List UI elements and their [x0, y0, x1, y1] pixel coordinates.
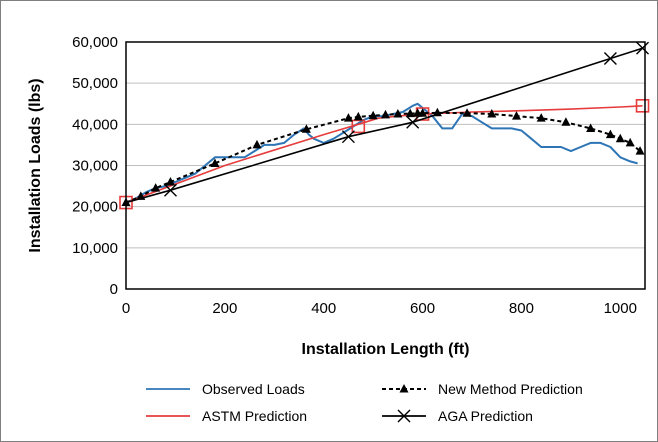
data-point-triangle — [381, 109, 390, 119]
data-point-triangle — [586, 123, 596, 132]
plot-area-border — [125, 41, 646, 290]
data-point-triangle — [635, 146, 645, 155]
legend-marker — [397, 409, 411, 423]
data-point-triangle — [301, 124, 311, 133]
data-point-triangle — [405, 108, 415, 118]
data-point-triangle — [487, 109, 497, 118]
series-3 — [125, 41, 650, 204]
y-tick-label: 20,000 — [72, 199, 118, 216]
series-line — [125, 111, 641, 204]
y-tick-label: 0 — [110, 281, 118, 298]
legend-entry: Observed Loads — [146, 381, 305, 397]
legend-entry: New Method Prediction — [382, 381, 583, 397]
data-point-triangle — [418, 108, 428, 117]
data-point-x — [636, 41, 650, 55]
y-axis-label: Installation Loads (lbs) — [27, 78, 44, 252]
x-tick-labels: 0 200 400 600 800 1000 — [122, 300, 637, 317]
series-line — [125, 47, 643, 204]
legend: Observed Loads New Method Prediction ASTM … — [146, 381, 583, 424]
data-point-triangle — [561, 117, 571, 126]
data-point-triangle — [165, 176, 175, 186]
y-tick-label: 60,000 — [72, 34, 118, 51]
data-point-x — [341, 130, 355, 144]
y-tick-labels: 0 10,000 20,000 30,000 40,000 50,000 60,000 — [72, 34, 118, 298]
x-tick-label: 200 — [212, 300, 237, 317]
data-point-triangle — [432, 107, 442, 117]
legend-label: New Method Prediction — [438, 381, 583, 397]
data-point-triangle — [462, 108, 472, 117]
data-point-triangle — [368, 110, 378, 120]
legend-label: Observed Loads — [202, 381, 305, 397]
data-point-triangle — [343, 113, 353, 122]
series-1 — [121, 107, 645, 207]
x-tick-label: 600 — [410, 300, 435, 317]
legend-entry: ASTM Prediction — [146, 408, 307, 424]
data-point-triangle — [210, 158, 220, 167]
y-tick-label: 30,000 — [72, 158, 118, 175]
data-point-triangle — [511, 111, 521, 120]
data-point-triangle — [353, 111, 363, 121]
x-tick-label: 400 — [311, 300, 336, 317]
legend-label: AGA Prediction — [438, 408, 533, 424]
legend-marker — [399, 384, 409, 393]
legend-label: ASTM Prediction — [202, 408, 307, 424]
data-point-triangle — [605, 129, 615, 139]
x-tick-label: 0 — [122, 300, 130, 317]
data-point-triangle — [625, 137, 635, 147]
data-point-triangle — [393, 109, 403, 118]
x-axis-label: Installation Length (ft) — [302, 341, 470, 358]
x-tick-label: 800 — [509, 300, 534, 317]
x-tick-label: 1000 — [604, 300, 637, 317]
y-tick-label: 10,000 — [72, 240, 118, 257]
data-point-x — [603, 51, 617, 65]
data-point-x — [406, 115, 420, 129]
y-tick-label: 50,000 — [72, 75, 118, 92]
data-point-square — [635, 99, 650, 113]
data-point-triangle — [536, 113, 546, 122]
data-point-triangle — [252, 139, 262, 149]
data-point-triangle — [151, 183, 161, 192]
legend-entry: AGA Prediction — [382, 408, 533, 424]
data-point-x — [163, 183, 177, 197]
series-0 — [125, 102, 638, 204]
data-point-triangle — [615, 133, 625, 143]
data-point-triangle — [136, 191, 146, 200]
series-line — [125, 102, 638, 204]
y-tick-label: 40,000 — [72, 116, 118, 133]
series-group — [119, 41, 650, 210]
